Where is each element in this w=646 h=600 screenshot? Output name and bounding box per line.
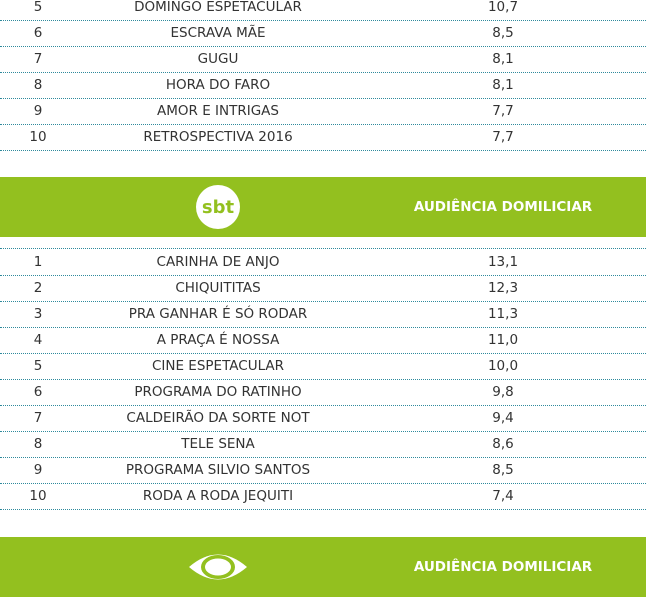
table-row: 5 DOMINGO ESPETACULAR 10,7 (0, 0, 646, 21)
table-row: 7 CALDEIRÃO DA SORTE NOT 9,4 (0, 406, 646, 432)
program: PROGRAMA SILVIO SANTOS (125, 462, 311, 478)
rating: 8,5 (492, 462, 514, 478)
banner-heading: AUDIÊNCIA DOMILICIAR (413, 199, 593, 215)
table-row: 10 RODA A RODA JEQUITI 7,4 (0, 484, 646, 510)
rank: 7 (33, 410, 43, 426)
rating: 8,6 (492, 436, 514, 452)
table-row: 6 ESCRAVA MÃE 8,5 (0, 21, 646, 47)
rating: 7,7 (492, 103, 514, 119)
table-row: 5 CINE ESPETACULAR 10,0 (0, 354, 646, 380)
rating: 8,5 (492, 25, 514, 41)
program: RODA A RODA JEQUITI (142, 488, 294, 504)
rank: 6 (33, 25, 43, 41)
rating: 7,4 (492, 488, 514, 504)
rank: 8 (33, 77, 43, 93)
banner-heading: AUDIÊNCIA DOMILICIAR (413, 559, 593, 575)
rating: 8,1 (492, 51, 514, 67)
table-row: 2 CHIQUITITAS 12,3 (0, 276, 646, 302)
sbt-logo: sbt (196, 185, 240, 229)
rank: 9 (33, 103, 43, 119)
rating: 8,1 (492, 77, 514, 93)
band-logo (189, 554, 247, 580)
rating: 12,3 (487, 280, 519, 296)
rank: 4 (33, 332, 43, 348)
program: DOMINGO ESPETACULAR (134, 0, 302, 15)
program: RETROSPECTIVA 2016 (143, 129, 293, 145)
rating: 7,7 (492, 129, 514, 145)
table-row: 8 TELE SENA 8,6 (0, 432, 646, 458)
program: HORA DO FARO (165, 77, 271, 93)
band-banner: AUDIÊNCIA DOMILICIAR (0, 537, 646, 597)
rank: 1 (33, 254, 43, 270)
program: TELE SENA (181, 436, 255, 452)
sbt-banner: sbt AUDIÊNCIA DOMILICIAR (0, 177, 646, 237)
program: PRA GANHAR É SÓ RODAR (128, 306, 308, 322)
rating: 11,0 (487, 332, 519, 348)
rating: 10,7 (487, 0, 519, 15)
program: A PRAÇA É NOSSA (156, 332, 280, 348)
table-row: 6 PROGRAMA DO RATINHO 9,8 (0, 380, 646, 406)
table-row: 1 CARINHA DE ANJO 13,1 (0, 250, 646, 276)
rank: 7 (33, 51, 43, 67)
rating: 9,8 (492, 384, 514, 400)
table-row: 4 A PRAÇA É NOSSA 11,0 (0, 328, 646, 354)
rank: 8 (33, 436, 43, 452)
rank: 5 (33, 358, 43, 374)
program: ESCRAVA MÃE (170, 25, 266, 41)
program: CARINHA DE ANJO (156, 254, 280, 270)
table-row: 7 GUGU 8,1 (0, 47, 646, 73)
rank: 10 (29, 129, 47, 145)
rank: 9 (33, 462, 43, 478)
rank: 6 (33, 384, 43, 400)
rank: 5 (33, 0, 43, 15)
program: AMOR E INTRIGAS (157, 103, 279, 119)
table-row: 9 PROGRAMA SILVIO SANTOS 8,5 (0, 458, 646, 484)
rating: 10,0 (487, 358, 519, 374)
table-row: 8 HORA DO FARO 8,1 (0, 73, 646, 99)
table-row: 10 RETROSPECTIVA 2016 7,7 (0, 125, 646, 151)
rank: 3 (33, 306, 43, 322)
program: CALDEIRÃO DA SORTE NOT (126, 410, 310, 426)
table-row: 9 AMOR E INTRIGAS 7,7 (0, 99, 646, 125)
rating: 9,4 (492, 410, 514, 426)
rating: 13,1 (487, 254, 519, 270)
rating: 11,3 (487, 306, 519, 322)
program: PROGRAMA DO RATINHO (134, 384, 302, 400)
table-row: 3 PRA GANHAR É SÓ RODAR 11,3 (0, 302, 646, 328)
program: CHIQUITITAS (175, 280, 261, 296)
program: GUGU (197, 51, 239, 67)
separator (0, 248, 646, 249)
logo-text: sbt (202, 197, 235, 218)
rank: 2 (33, 280, 43, 296)
program: CINE ESPETACULAR (151, 358, 285, 374)
rank: 10 (29, 488, 47, 504)
